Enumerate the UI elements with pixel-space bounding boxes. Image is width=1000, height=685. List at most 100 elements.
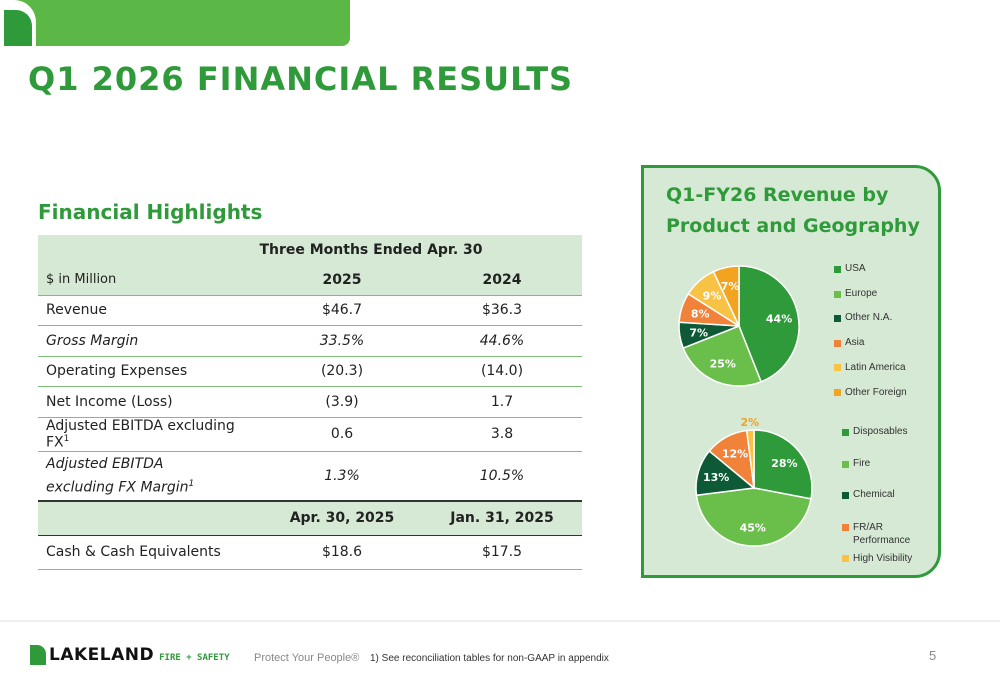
legend-swatch: [834, 364, 841, 371]
legend-swatch: [834, 339, 841, 347]
column-header-jan-2025: Jan. 31, 2025: [422, 500, 582, 536]
pie-data-label: 28%: [771, 457, 797, 470]
pie-data-label: 12%: [722, 447, 748, 460]
row-value: (3.9): [262, 386, 422, 418]
product-pie-chart: 28% 45% 13% 12% 2%: [695, 416, 813, 547]
legend-item: Other N.A.: [834, 312, 892, 323]
legend-label: Europe: [845, 287, 878, 299]
table-header-balance-row: Apr. 30, 2025 Jan. 31, 2025: [38, 500, 582, 536]
pie-slice-other-foreign: [712, 265, 740, 327]
row-value: 1.7: [422, 386, 582, 418]
logo-subtext: FIRE + SAFETY: [159, 652, 230, 663]
legend-label: USA: [845, 263, 866, 274]
legend-swatch: [834, 266, 841, 273]
row-label: Adjusted EBITDA excluding FX: [46, 417, 235, 451]
footnote: 1) See reconciliation tables for non-GAA…: [370, 653, 609, 664]
row-value: 33.5%: [262, 325, 422, 357]
tagline: Protect Your People®: [254, 652, 360, 664]
table-row: Adjusted EBITDA excluding FX Margin1 1.3%…: [38, 451, 582, 502]
header-corner-mark: [0, 0, 36, 46]
legend-swatch: [834, 388, 841, 396]
financial-highlights-title: Financial Highlights: [38, 200, 263, 224]
row-value: 44.6%: [422, 325, 582, 357]
balance-header-blank: [38, 500, 262, 536]
table-row: Operating Expenses (20.3) (14.0): [38, 356, 582, 387]
legend-item: Chemical: [842, 489, 895, 500]
legend-item: Latin America: [834, 361, 909, 374]
legend-label: High Visibility: [853, 553, 913, 564]
unit-label: $ in Million: [38, 265, 262, 296]
company-logo: LAKELAND FIRE + SAFETY: [30, 645, 230, 665]
header-bar: [0, 0, 350, 46]
legend-item: Disposables: [842, 426, 907, 437]
row-label: Net Income (Loss): [38, 386, 262, 418]
legend-label: Latin America: [845, 362, 906, 373]
legend-item: Fire: [842, 458, 870, 469]
geography-pie-chart: 44%25%7%8%9%7%: [678, 265, 800, 387]
row-label-cell: Adjusted EBITDA excluding FX Margin1: [38, 451, 262, 502]
legend-swatch: [842, 555, 849, 562]
legend-label: Fire: [853, 457, 871, 469]
legend-swatch: [834, 290, 841, 298]
logo-text: LAKELAND: [49, 645, 155, 665]
row-value: $36.3: [422, 295, 582, 326]
pie-slice-disposables: [753, 429, 813, 500]
row-label: Gross Margin: [38, 325, 262, 357]
legend-item: Asia: [834, 337, 864, 348]
table-row: Revenue $46.7 $36.3: [38, 295, 582, 326]
legend-swatch: [842, 429, 849, 436]
legend-label: Other N.A.: [845, 312, 893, 323]
header-logo-shape: [4, 10, 32, 46]
table-row: Gross Margin 33.5% 44.6%: [38, 325, 582, 357]
column-header-2025: 2025: [262, 265, 422, 296]
pie-data-label: 9%: [703, 289, 722, 302]
legend-item: USA: [834, 263, 866, 274]
legend-label: Disposables: [853, 426, 908, 437]
legend-swatch: [834, 315, 841, 322]
footnote-marker: 1: [63, 433, 70, 444]
row-value: (14.0): [422, 356, 582, 387]
row-label-line1: Adjusted EBITDA: [46, 455, 164, 472]
footnote-marker: 1: [188, 478, 195, 489]
pie-data-label: 13%: [703, 471, 729, 484]
pie-data-label: 2%: [741, 416, 760, 429]
period-header: Three Months Ended Apr. 30: [38, 235, 582, 265]
pie-slice-usa: [738, 265, 800, 383]
row-label: Cash & Cash Equivalents: [38, 535, 262, 570]
revenue-panel-title: Q1-FY26 Revenue by Product and Geography: [666, 184, 920, 237]
row-value: 10.5%: [422, 451, 582, 502]
column-header-2024: 2024: [422, 265, 582, 296]
page-number: 5: [929, 648, 937, 663]
legend-label: FR/AR Performance: [853, 521, 911, 546]
pie-data-label: 7%: [721, 280, 740, 293]
table-row: Net Income (Loss) (3.9) 1.7: [38, 386, 582, 418]
row-value: 3.8: [422, 417, 582, 452]
table-row: Adjusted EBITDA excluding FX1 0.6 3.8: [38, 417, 582, 452]
row-value: $46.7: [262, 295, 422, 326]
footer-divider: [0, 620, 1000, 622]
legend-label: Chemical: [853, 489, 895, 500]
column-header-apr-2025: Apr. 30, 2025: [262, 500, 422, 536]
pie-data-label: 8%: [691, 307, 710, 320]
row-label-cell: Adjusted EBITDA excluding FX1: [38, 417, 262, 452]
financial-highlights-table: Three Months Ended Apr. 30 $ in Million …: [38, 235, 582, 570]
logo-mark-icon: [30, 645, 46, 665]
legend-swatch: [842, 460, 849, 468]
legend-label: Asia: [845, 336, 865, 348]
table-row: Cash & Cash Equivalents $18.6 $17.5: [38, 535, 582, 570]
row-label-line2: excluding FX Margin: [46, 479, 189, 496]
pie-data-label: 44%: [766, 312, 792, 325]
pie-slice-high-visibility: [745, 429, 755, 489]
row-value: $18.6: [262, 535, 422, 570]
row-value: 1.3%: [262, 451, 422, 502]
row-value: (20.3): [262, 356, 422, 387]
pie-data-label: 45%: [740, 521, 766, 534]
legend-item: Other Foreign: [834, 386, 909, 399]
legend-label: Other Foreign: [845, 386, 907, 398]
page-title: Q1 2026 FINANCIAL RESULTS: [28, 60, 574, 98]
revenue-breakdown-panel: Q1-FY26 Revenue by Product and Geography…: [641, 165, 941, 578]
row-label: Revenue: [38, 295, 262, 326]
legend-swatch: [842, 492, 849, 499]
row-value: $17.5: [422, 535, 582, 570]
pie-data-label: 25%: [710, 357, 736, 370]
